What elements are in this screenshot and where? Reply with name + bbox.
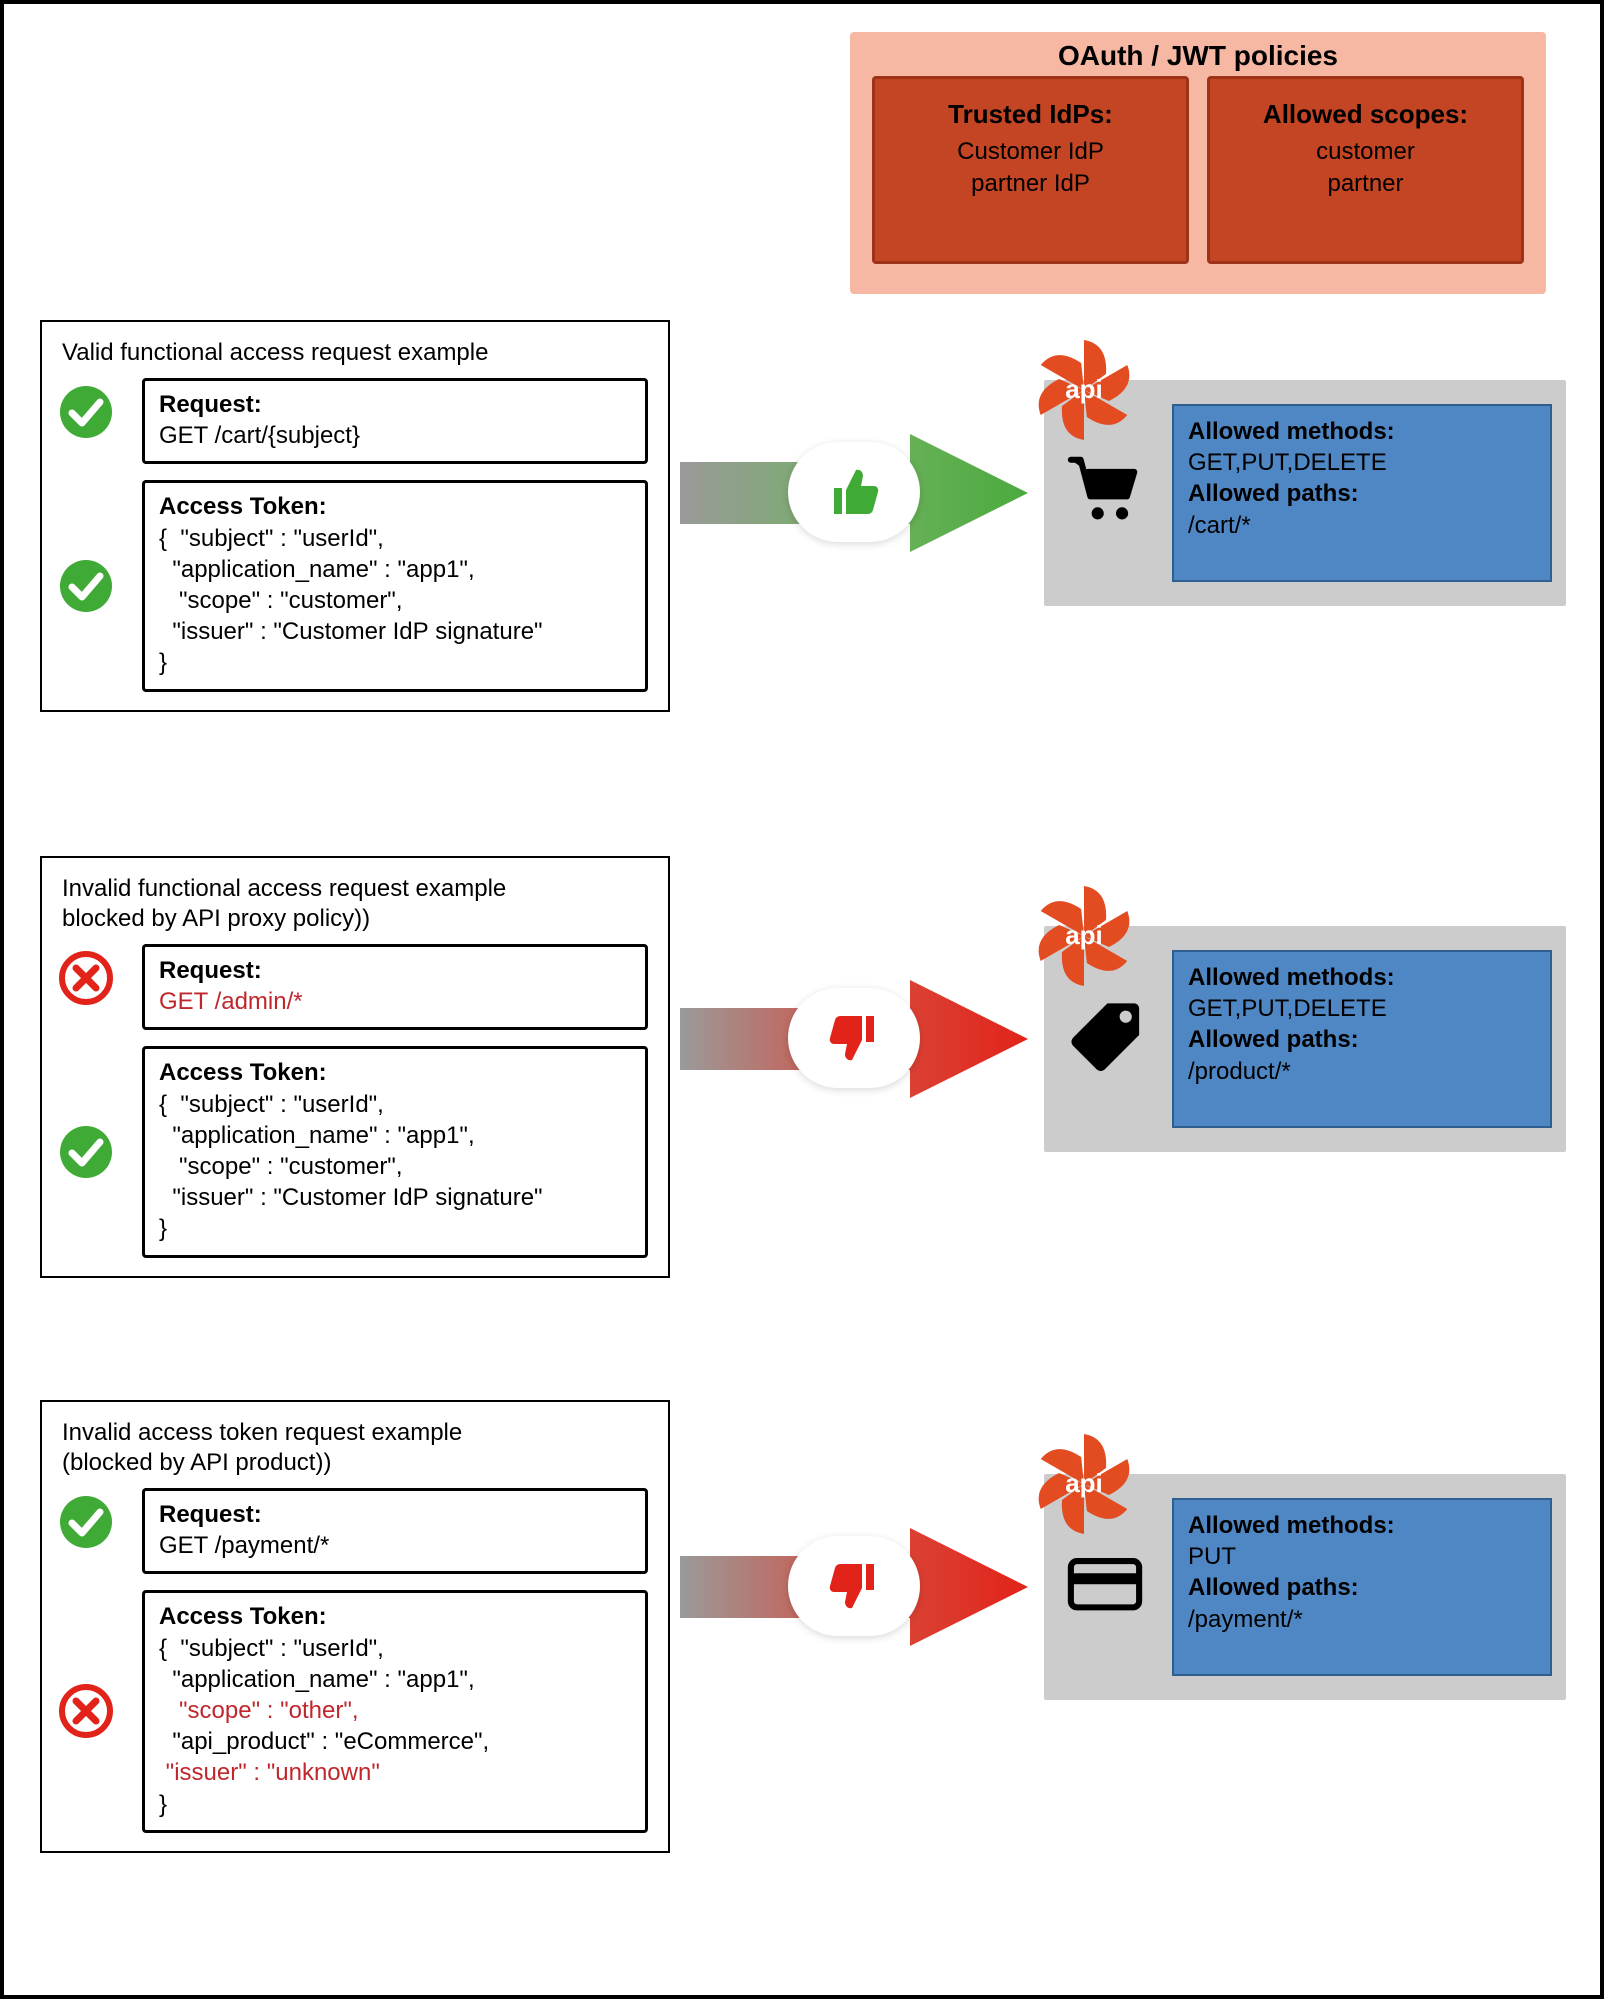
request-box: Request: GET /payment/* (142, 1488, 648, 1574)
trusted-idps-line2: partner IdP (883, 168, 1178, 200)
access-token-line: "application_name" : "app1", (159, 1664, 631, 1695)
allowed-paths-value: /product/* (1188, 1056, 1536, 1087)
access-token-label: Access Token: (159, 1057, 631, 1088)
api-burst-icon: api (1028, 334, 1140, 446)
check-icon (58, 1494, 114, 1550)
allowed-methods-label: Allowed methods: (1188, 1510, 1536, 1541)
request-box: Request: GET /admin/* (142, 944, 648, 1030)
allowed-paths-value: /payment/* (1188, 1604, 1536, 1635)
svg-text:api: api (1065, 920, 1103, 950)
access-token-line: "issuer" : "Customer IdP signature" (159, 1182, 631, 1213)
allowed-methods-label: Allowed methods: (1188, 962, 1536, 993)
thumbs-down-icon (788, 1536, 920, 1636)
access-token-line: { "subject" : "userId", (159, 523, 631, 554)
access-token-label: Access Token: (159, 1601, 631, 1632)
scenario-title: Valid functional access request example (62, 338, 652, 368)
policies-panel: OAuth / JWT policies Trusted IdPs: Custo… (850, 32, 1546, 294)
thumbs-up-icon (788, 442, 920, 542)
svg-text:api: api (1065, 374, 1103, 404)
access-token-line: "issuer" : "unknown" (159, 1757, 631, 1788)
request-value: GET /admin/* (159, 986, 631, 1017)
access-token-label: Access Token: (159, 491, 631, 522)
trusted-idps-line1: Customer IdP (883, 136, 1178, 168)
allowed-methods-value: GET,PUT,DELETE (1188, 447, 1536, 478)
request-label: Request: (159, 1499, 631, 1530)
api-product-panel: api Allowed methods: GET,PUT,DELETE Allo… (1044, 380, 1566, 606)
allowed-scopes-box: Allowed scopes: customer partner (1207, 76, 1524, 264)
api-product-panel: api Allowed methods: GET,PUT,DELETE Allo… (1044, 926, 1566, 1152)
check-icon (58, 558, 114, 614)
trusted-idps-box: Trusted IdPs: Customer IdP partner IdP (872, 76, 1189, 264)
access-token-line: "scope" : "customer", (159, 585, 631, 616)
allowed-paths-label: Allowed paths: (1188, 1572, 1536, 1603)
access-token-line: } (159, 1789, 631, 1820)
access-token-line: "api_product" : "eCommerce", (159, 1726, 631, 1757)
access-token-box: Access Token:{ "subject" : "userId", "ap… (142, 1590, 648, 1832)
allowed-scopes-label: Allowed scopes: (1218, 97, 1513, 132)
api-product-panel: api Allowed methods: PUT Allowed paths: … (1044, 1474, 1566, 1700)
card-icon (1066, 1544, 1154, 1632)
trusted-idps-label: Trusted IdPs: (883, 97, 1178, 132)
access-token-line: { "subject" : "userId", (159, 1089, 631, 1120)
allowed-rules-box: Allowed methods: GET,PUT,DELETE Allowed … (1172, 404, 1552, 582)
request-value: GET /payment/* (159, 1530, 631, 1561)
allowed-scopes-line1: customer (1218, 136, 1513, 168)
access-token-line: "application_name" : "app1", (159, 1120, 631, 1151)
deny-arrow (680, 974, 1030, 1104)
cross-icon (58, 950, 114, 1006)
deny-arrow (680, 1522, 1030, 1652)
access-token-line: "issuer" : "Customer IdP signature" (159, 616, 631, 647)
diagram-canvas: OAuth / JWT policies Trusted IdPs: Custo… (0, 0, 1604, 1999)
scenario-card: Invalid access token request example (bl… (40, 1400, 670, 1853)
cart-icon (1066, 450, 1154, 538)
policies-title: OAuth / JWT policies (850, 32, 1546, 76)
scenario-title: Invalid functional access request exampl… (62, 874, 652, 934)
api-burst-icon: api (1028, 880, 1140, 992)
request-box: Request: GET /cart/{subject} (142, 378, 648, 464)
scenario-card: Valid functional access request example R… (40, 320, 670, 712)
svg-text:api: api (1065, 1468, 1103, 1498)
access-token-box: Access Token:{ "subject" : "userId", "ap… (142, 480, 648, 691)
cross-icon (58, 1683, 114, 1739)
allow-arrow (680, 428, 1030, 558)
access-token-box: Access Token:{ "subject" : "userId", "ap… (142, 1046, 648, 1257)
scenario-title: Invalid access token request example (bl… (62, 1418, 652, 1478)
allowed-paths-label: Allowed paths: (1188, 478, 1536, 509)
scenario-card: Invalid functional access request exampl… (40, 856, 670, 1278)
access-token-line: } (159, 647, 631, 678)
allowed-methods-value: GET,PUT,DELETE (1188, 993, 1536, 1024)
api-burst-icon: api (1028, 1428, 1140, 1540)
request-label: Request: (159, 389, 631, 420)
policies-row: Trusted IdPs: Customer IdP partner IdP A… (850, 76, 1546, 286)
access-token-line: "application_name" : "app1", (159, 554, 631, 585)
access-token-line: } (159, 1213, 631, 1244)
check-icon (58, 1124, 114, 1180)
allowed-paths-label: Allowed paths: (1188, 1024, 1536, 1055)
check-icon (58, 384, 114, 440)
request-value: GET /cart/{subject} (159, 420, 631, 451)
allowed-rules-box: Allowed methods: GET,PUT,DELETE Allowed … (1172, 950, 1552, 1128)
allowed-methods-label: Allowed methods: (1188, 416, 1536, 447)
allowed-paths-value: /cart/* (1188, 510, 1536, 541)
allowed-scopes-line2: partner (1218, 168, 1513, 200)
access-token-line: { "subject" : "userId", (159, 1633, 631, 1664)
thumbs-down-icon (788, 988, 920, 1088)
request-label: Request: (159, 955, 631, 986)
access-token-line: "scope" : "other", (159, 1695, 631, 1726)
allowed-rules-box: Allowed methods: PUT Allowed paths: /pay… (1172, 1498, 1552, 1676)
tag-icon (1066, 996, 1154, 1084)
allowed-methods-value: PUT (1188, 1541, 1536, 1572)
access-token-line: "scope" : "customer", (159, 1151, 631, 1182)
